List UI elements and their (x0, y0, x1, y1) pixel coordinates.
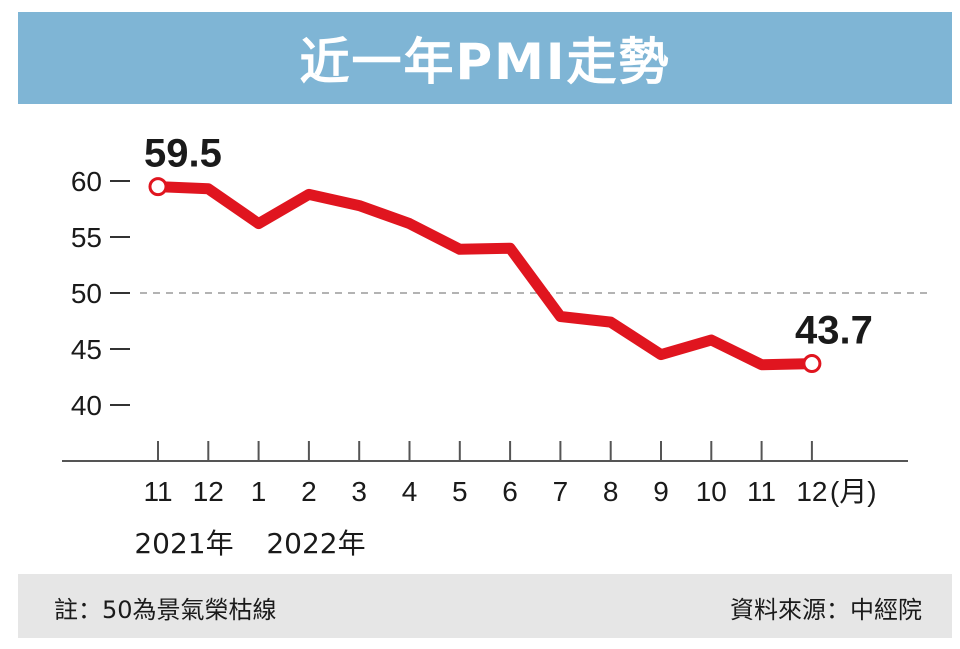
data-point-10 (660, 353, 662, 356)
data-point-2 (257, 222, 260, 225)
series-group (152, 181, 818, 371)
endpoint-marker-0 (148, 177, 168, 197)
y-tick-label-55: 55 (71, 222, 102, 253)
endpoint-marker-13 (802, 354, 822, 374)
x-tick-label-11: 10 (696, 476, 727, 507)
data-point-11 (710, 339, 713, 342)
x-tick-label-7: 6 (502, 476, 518, 507)
x-axis: 11 12 1 2 3 4 5 6 7 8 9 10 11 12 (月)2021年 2022年 (62, 441, 908, 560)
x-axis-unit: (月) (830, 476, 877, 507)
y-tick-label-60: 60 (71, 166, 102, 197)
x-tick-label-8: 7 (553, 476, 569, 507)
footer-source: 資料來源：中經院 (730, 596, 922, 624)
data-point-8 (559, 315, 562, 318)
chart-title: 近一年PMI走勢 (299, 33, 671, 91)
x-tick-label-4: 3 (351, 476, 367, 507)
data-point-7 (509, 247, 512, 250)
y-tick-label-50: 50 (71, 278, 102, 309)
data-point-6 (458, 248, 461, 251)
data-point-9 (609, 321, 612, 324)
series-line (152, 181, 818, 371)
x-tick-label-3: 2 (301, 476, 317, 507)
data-point-3 (307, 193, 310, 196)
footer-note: 註：50為景氣榮枯線 (54, 596, 277, 624)
year-label-2021: 2021年 (134, 527, 233, 560)
data-labels-group: 59.5 43.7 (144, 132, 873, 374)
x-tick-label-5: 4 (402, 476, 418, 507)
data-point-5 (408, 222, 411, 225)
x-tick-label-13: 12 (796, 476, 827, 507)
y-tick-label-45: 45 (71, 334, 102, 365)
data-label-0: 59.5 (144, 132, 222, 176)
x-tick-label-6: 5 (452, 476, 468, 507)
year-label-2022: 2022年 (266, 527, 365, 560)
data-point-1 (207, 187, 210, 190)
x-tick-label-12: 11 (747, 476, 776, 507)
data-label-13: 43.7 (795, 309, 873, 353)
title-bar: 近一年PMI走勢 (18, 12, 952, 104)
x-tick-label-9: 8 (603, 476, 619, 507)
x-tick-label-0: 11 (143, 476, 172, 507)
chart-frame: 近一年PMI走勢 40 45 50 55 60 11 12 1 2 3 4 5 6 7 8 9 10 11 12(… (18, 12, 952, 638)
x-tick-label-10: 9 (653, 476, 669, 507)
data-point-12 (760, 363, 763, 366)
y-tick-label-40: 40 (71, 390, 102, 421)
x-tick-label-2: 1 (251, 476, 267, 507)
x-tick-label-1: 12 (193, 476, 224, 507)
footer-bar: 註：50為景氣榮枯線 資料來源：中經院 (18, 574, 952, 638)
data-point-4 (358, 204, 361, 207)
y-axis: 40 45 50 55 60 (71, 166, 130, 421)
